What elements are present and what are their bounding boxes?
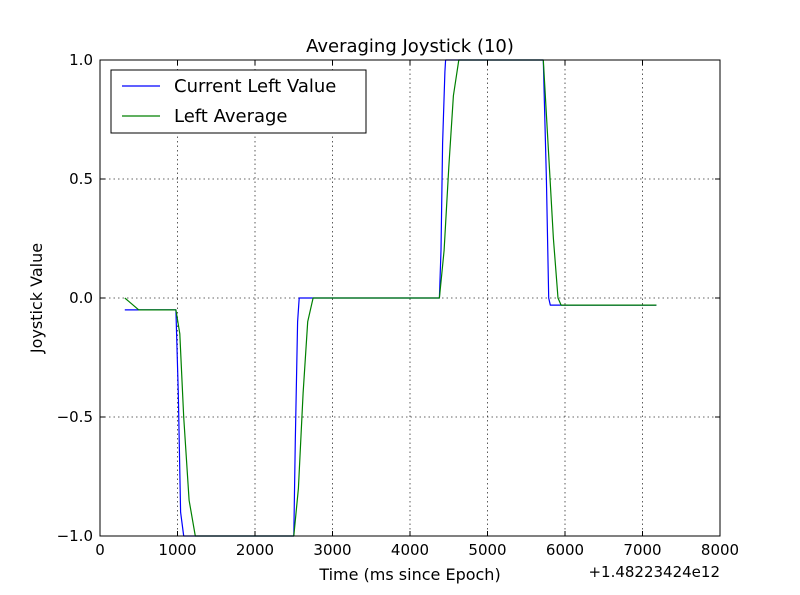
x-tick-label: 3000: [313, 541, 351, 559]
x-axis-offset-label: +1.48223424e12: [588, 563, 720, 581]
legend-label-current-left-value: Current Left Value: [174, 76, 336, 97]
y-tick-label: −1.0: [57, 527, 93, 545]
y-tick-label: 0.5: [69, 170, 93, 188]
x-tick-label: 0: [95, 541, 105, 559]
legend-label-left-average: Left Average: [174, 106, 288, 127]
x-tick-label: 7000: [623, 541, 661, 559]
series-line-left-average: [124, 59, 657, 537]
legend-box: [110, 69, 367, 134]
x-tick-label: 2000: [236, 541, 274, 559]
x-tick-labels: 0 1000 2000 3000 4000 5000 6000 7000 8000: [95, 541, 739, 559]
x-tick-label: 6000: [546, 541, 584, 559]
ticks: [99, 59, 721, 537]
x-axis-title: Time (ms since Epoch): [318, 565, 500, 584]
x-tick-label: 4000: [391, 541, 429, 559]
series-layer: [124, 59, 657, 537]
grid: [100, 60, 720, 536]
chart-title: Averaging Joystick (10): [306, 36, 514, 57]
y-tick-label: 1.0: [69, 51, 93, 69]
legend: Current Left Value Left Average: [110, 69, 367, 134]
y-axis-title: Joystick Value: [27, 243, 46, 354]
y-tick-labels: −1.0 −0.5 0.0 0.5 1.0: [57, 51, 93, 545]
x-tick-label: 5000: [468, 541, 506, 559]
x-tick-label: 8000: [701, 541, 739, 559]
y-tick-label: −0.5: [57, 408, 93, 426]
x-tick-label: 1000: [158, 541, 196, 559]
y-tick-label: 0.0: [69, 289, 93, 307]
